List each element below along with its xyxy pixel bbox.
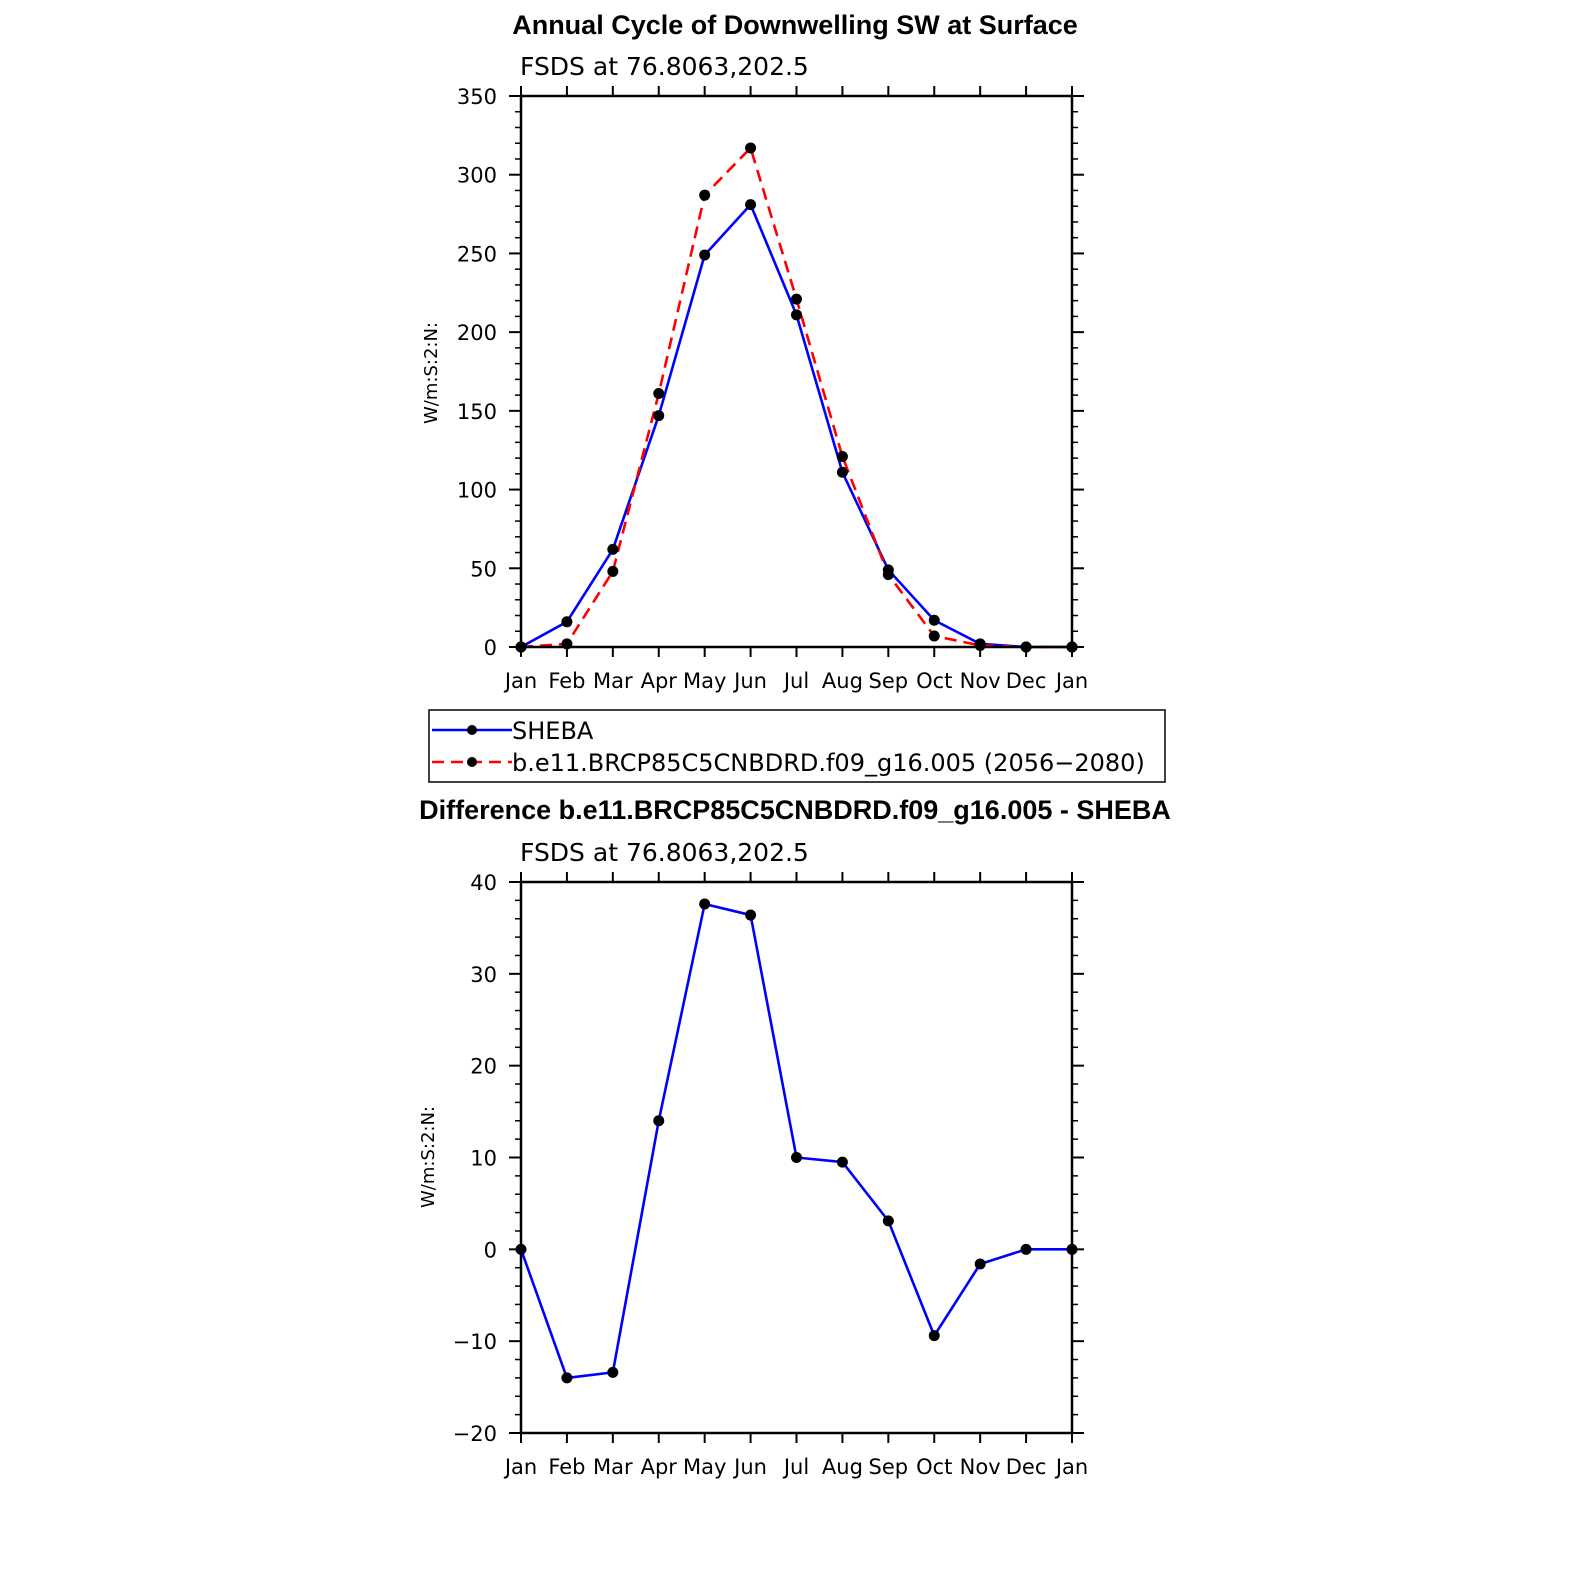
- y-tick-label: 300: [457, 164, 497, 188]
- y-tick-label: 10: [470, 1147, 497, 1171]
- top-chart-axes: Jan Feb Mar Apr May Jun Jul Aug Sep Oct Nov Dec Jan0…: [457, 85, 1088, 693]
- bottom-chart: Difference b.e11.BRCP85C5CNBDRD.f09_g16.…: [418, 795, 1171, 1479]
- top-series-1-point: [882, 569, 894, 581]
- x-tick-label: Feb: [548, 669, 585, 693]
- y-tick-label: 200: [457, 321, 497, 345]
- top-series-1-point: [607, 565, 619, 577]
- top-series-1-point: [836, 451, 848, 463]
- bottom-series-0-point: [928, 1330, 940, 1342]
- top-series-1-point: [745, 142, 757, 154]
- top-series-1-point: [791, 293, 802, 305]
- top-series-0-point: [653, 410, 665, 422]
- x-tick-label: May: [683, 669, 726, 693]
- bottom-series-0-point: [745, 909, 757, 921]
- top-chart-series: [515, 142, 1078, 653]
- x-tick-label: Mar: [593, 669, 633, 693]
- legend-box: [428, 709, 1166, 783]
- top-series-0-point: [791, 309, 802, 321]
- y-tick-label: 250: [457, 242, 497, 266]
- y-tick-label: 0: [484, 1238, 497, 1262]
- top-chart: Annual Cycle of Downwelling SW at Surfac…: [421, 10, 1166, 783]
- x-tick-label: Nov: [960, 669, 1001, 693]
- top-series-0-point: [836, 466, 848, 478]
- bottom-series-0-point: [791, 1152, 802, 1163]
- top-chart-subtitle: FSDS at 76.8063,202.5: [520, 52, 809, 81]
- bottom-series-0-point: [974, 1258, 986, 1270]
- x-tick-label: Dec: [1006, 1455, 1047, 1479]
- x-tick-label: Apr: [641, 669, 678, 693]
- y-tick-label: 20: [470, 1055, 497, 1079]
- top-chart-ylabel: W/m:S:2:N:: [421, 322, 442, 424]
- top-series-1-point: [928, 630, 940, 642]
- x-tick-label: Mar: [593, 1455, 633, 1479]
- y-tick-label: 50: [470, 557, 497, 581]
- top-series-0-point: [928, 614, 940, 626]
- top-series-1-point: [653, 388, 665, 400]
- top-chart-frame: [519, 94, 1074, 649]
- bottom-series-0-point: [607, 1366, 619, 1378]
- top-series-line-1: [520, 146, 1072, 649]
- legend-marker-model: [467, 757, 477, 767]
- top-series-0-point: [745, 199, 757, 211]
- bottom-series-0-point: [653, 1115, 665, 1127]
- bottom-chart-axes: Jan Feb Mar Apr May Jun Jul Aug Sep Oct Nov Dec Jan−…: [453, 871, 1089, 1479]
- x-tick-label: May: [683, 1455, 726, 1479]
- x-tick-label: Oct: [916, 1455, 952, 1479]
- x-tick-label: Jul: [782, 669, 809, 693]
- legend-item-model: b.e11.BRCP85C5CNBDRD.f09_g16.005 (2056−2…: [432, 749, 1145, 777]
- top-chart-title: Annual Cycle of Downwelling SW at Surfac…: [512, 10, 1078, 40]
- legend-marker-sheba: [467, 725, 477, 735]
- bottom-chart-series: [515, 898, 1078, 1384]
- top-series-1-point: [699, 189, 711, 201]
- top-series-1-point: [974, 639, 986, 651]
- x-tick-label: Jan: [503, 1455, 537, 1479]
- legend-label-model: b.e11.BRCP85C5CNBDRD.f09_g16.005 (2056−2…: [512, 749, 1145, 777]
- y-tick-label: 30: [470, 963, 497, 987]
- x-tick-label: Dec: [1006, 669, 1047, 693]
- bottom-chart-ylabel: W/m:S:2:N:: [418, 1106, 439, 1208]
- x-tick-label: Sep: [869, 1455, 909, 1479]
- bottom-series-0-point: [836, 1156, 848, 1168]
- x-tick-label: Sep: [869, 669, 909, 693]
- top-series-0-point: [607, 543, 619, 555]
- x-tick-label: Jul: [782, 1455, 809, 1479]
- y-tick-label: 0: [484, 636, 497, 660]
- top-series-0-point: [699, 249, 711, 261]
- x-tick-label: Apr: [641, 1455, 678, 1479]
- bottom-series-0-point: [1020, 1243, 1032, 1255]
- top-series-line-0: [520, 203, 1072, 649]
- y-tick-label: 100: [457, 479, 497, 503]
- legend-label-sheba: SHEBA: [512, 717, 594, 745]
- y-tick-label: −10: [453, 1330, 497, 1354]
- x-tick-label: Jun: [732, 1455, 767, 1479]
- x-tick-label: Feb: [548, 1455, 585, 1479]
- y-tick-label: 150: [457, 400, 497, 424]
- x-tick-label: Aug: [822, 1455, 863, 1479]
- bottom-chart-subtitle: FSDS at 76.8063,202.5: [520, 838, 809, 867]
- y-tick-label: 40: [470, 871, 497, 895]
- top-series-0-point: [561, 616, 573, 628]
- bottom-series-0-point: [561, 1372, 573, 1384]
- legend: SHEBA b.e11.BRCP85C5CNBDRD.f09_g16.005 (…: [428, 709, 1166, 783]
- x-tick-label: Nov: [960, 1455, 1001, 1479]
- bottom-series-line-0: [519, 902, 1072, 1380]
- y-tick-label: 350: [457, 85, 497, 109]
- x-tick-label: Jan: [1054, 1455, 1088, 1479]
- x-tick-label: Jan: [1054, 669, 1088, 693]
- y-tick-label: −20: [453, 1422, 497, 1446]
- legend-item-sheba: SHEBA: [432, 717, 594, 745]
- x-tick-label: Oct: [916, 669, 952, 693]
- x-tick-label: Aug: [822, 669, 863, 693]
- bottom-chart-title: Difference b.e11.BRCP85C5CNBDRD.f09_g16.…: [419, 795, 1171, 825]
- bottom-chart-frame: [519, 880, 1074, 1435]
- bottom-series-0-point: [699, 898, 711, 910]
- x-tick-label: Jun: [732, 669, 767, 693]
- bottom-series-0-point: [882, 1215, 894, 1227]
- x-tick-label: Jan: [503, 669, 537, 693]
